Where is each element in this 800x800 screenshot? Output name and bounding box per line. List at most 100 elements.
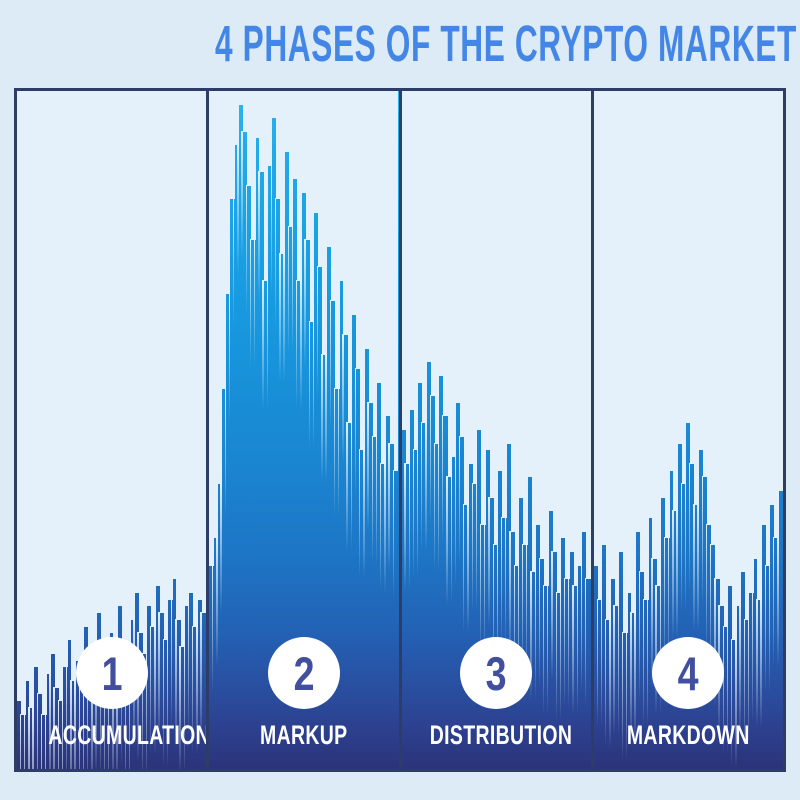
bar-gap <box>437 442 440 572</box>
bar-sky <box>614 91 620 607</box>
bar-sky <box>109 91 114 634</box>
bar-sky <box>476 91 482 430</box>
bar-gap <box>312 320 315 450</box>
bar-gap <box>342 334 344 463</box>
bar-gap <box>551 551 553 680</box>
bar-gap <box>467 503 469 633</box>
bar-sky <box>267 91 273 166</box>
bar-sky <box>151 91 156 627</box>
bar-gap <box>446 476 448 606</box>
market-cycle-chart: 1 ACCUMULATION 2 MARKUP 3 DISTRIBUTION 4 <box>14 88 786 772</box>
bar-sky <box>372 91 378 437</box>
bar-gap <box>129 666 131 769</box>
bar-gap <box>103 673 106 769</box>
bar-gap <box>709 544 712 674</box>
bar-gap <box>237 144 239 274</box>
bar-sky <box>468 91 474 464</box>
bar-gap <box>458 435 461 565</box>
bar-sky <box>217 91 223 485</box>
bar-gap <box>187 605 190 735</box>
bar-gap <box>735 639 737 768</box>
bar-gap <box>672 510 674 640</box>
bar-sky <box>263 91 269 281</box>
bar-gap <box>568 578 570 707</box>
bar-gap <box>112 659 114 769</box>
bar-sky <box>560 91 566 539</box>
price-bars-markdown <box>593 91 783 769</box>
bar-sky <box>531 91 537 573</box>
bar-sky <box>597 91 603 600</box>
bar-sky <box>548 91 553 512</box>
bar-gap <box>563 578 566 707</box>
bar-sky <box>393 91 399 471</box>
bar-gap <box>688 462 691 592</box>
bar-sky <box>284 91 290 153</box>
bar-sky <box>643 91 649 600</box>
bar-sky <box>377 91 382 383</box>
bar-sky <box>577 91 583 566</box>
bar-sky <box>389 91 395 444</box>
bar-gap <box>279 252 281 382</box>
bar-gap <box>705 523 708 653</box>
bar-gap <box>192 625 194 755</box>
bar-gap <box>604 618 607 748</box>
bar-sky <box>172 91 177 580</box>
price-bars-markup <box>209 91 399 769</box>
bar-gap <box>325 354 327 484</box>
bar-gap <box>296 279 298 409</box>
bar-sky <box>79 91 85 688</box>
bar-gap <box>777 537 779 667</box>
bar-gap <box>338 388 340 518</box>
bar-sky <box>677 91 683 444</box>
bar-gap <box>216 537 218 667</box>
bar-sky <box>96 91 102 614</box>
bar-sky <box>740 91 746 573</box>
phase-label-distribution: DISTRIBUTION <box>429 720 572 750</box>
bar-sky <box>351 91 357 315</box>
bar-sky <box>723 91 729 627</box>
bar-sky <box>443 91 448 417</box>
bar-sky <box>126 91 131 668</box>
bar-sky <box>155 91 160 586</box>
bar-sky <box>606 91 611 620</box>
bar-sky <box>635 91 641 532</box>
bar-sky <box>690 91 695 464</box>
bar-sky <box>193 91 198 627</box>
bar-gap <box>99 652 101 769</box>
bar-sky <box>698 91 704 451</box>
bar-sky <box>21 91 26 715</box>
bar-sky <box>238 91 244 105</box>
bar-gap <box>220 483 222 613</box>
bar-gap <box>412 449 415 579</box>
bar-sky <box>75 91 81 661</box>
bar-gap <box>266 279 269 409</box>
bar-gap <box>442 415 444 545</box>
bar-gap <box>162 639 164 768</box>
bar-gap <box>270 164 273 294</box>
bar-gap <box>768 564 771 694</box>
bar-sky <box>339 91 344 281</box>
bar-sky <box>259 91 265 173</box>
phase-number-1: 1 <box>101 646 123 700</box>
price-bars-distribution <box>401 91 591 769</box>
bar-gap <box>408 462 410 592</box>
bar-sky <box>581 91 587 532</box>
bar-sky <box>84 91 89 627</box>
bar-sky <box>510 91 516 532</box>
bar-gap <box>291 225 294 355</box>
phase-panel-markup: 2 MARKUP <box>209 91 402 769</box>
phase-number-badge-3: 3 <box>460 637 533 709</box>
bar-sky <box>201 91 207 614</box>
bar-gap <box>171 598 173 728</box>
bar-sky <box>234 91 239 146</box>
bar-gap <box>739 605 741 735</box>
bar-gap <box>371 435 374 565</box>
bar-sky <box>288 91 294 227</box>
bar-sky <box>230 91 235 200</box>
bar-gap <box>49 673 51 769</box>
bar-gap <box>196 625 198 755</box>
bar-sky <box>58 91 64 702</box>
bar-sky <box>297 91 302 281</box>
bar-sky <box>293 91 298 180</box>
bar-sky <box>497 91 503 471</box>
